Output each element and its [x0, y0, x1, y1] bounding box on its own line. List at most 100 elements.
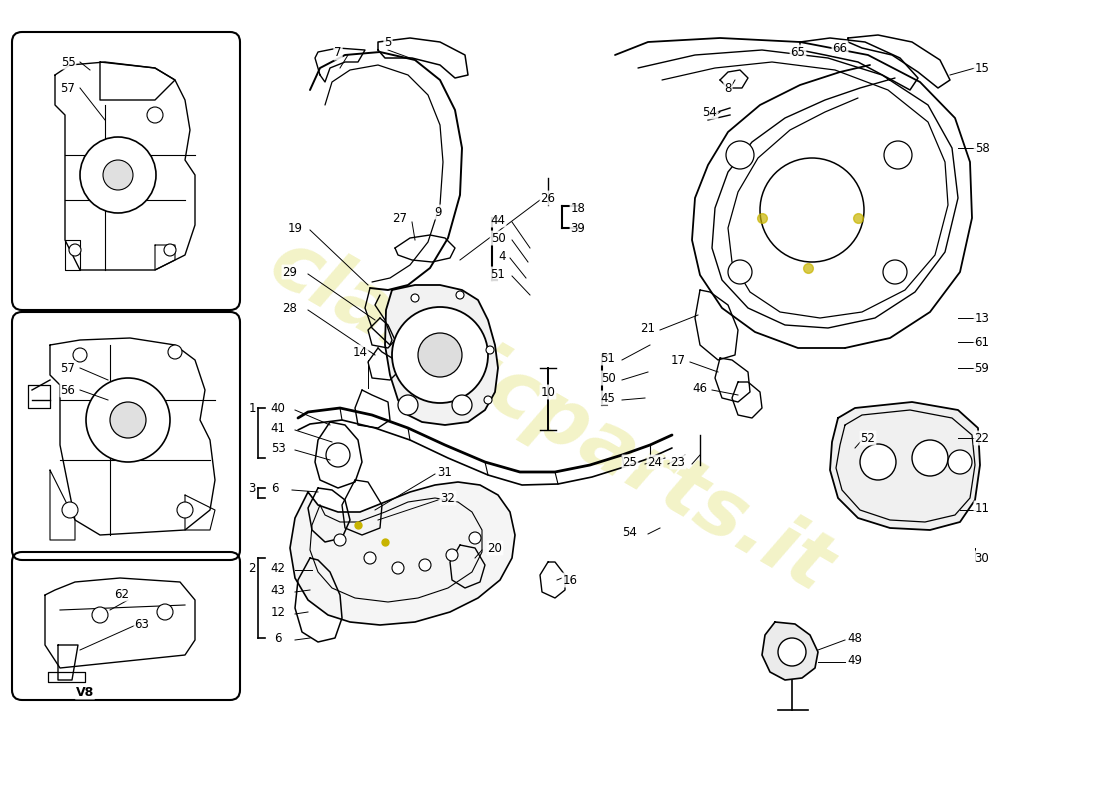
Text: 23: 23: [671, 455, 685, 469]
Circle shape: [726, 141, 754, 169]
Text: 26: 26: [540, 191, 556, 205]
Polygon shape: [290, 482, 515, 625]
Text: 62: 62: [114, 587, 130, 601]
Polygon shape: [762, 622, 818, 680]
Text: 48: 48: [848, 631, 862, 645]
Circle shape: [452, 395, 472, 415]
Circle shape: [326, 443, 350, 467]
Text: 54: 54: [703, 106, 717, 118]
Text: 57: 57: [60, 362, 76, 374]
Text: 28: 28: [283, 302, 297, 314]
Text: 39: 39: [571, 222, 585, 234]
Text: 12: 12: [271, 606, 286, 618]
Circle shape: [364, 552, 376, 564]
Circle shape: [103, 160, 133, 190]
Text: 1: 1: [249, 402, 255, 414]
Circle shape: [62, 502, 78, 518]
Circle shape: [778, 638, 806, 666]
Text: 51: 51: [601, 351, 615, 365]
Text: 22: 22: [975, 431, 990, 445]
Text: 8: 8: [724, 82, 732, 94]
Polygon shape: [830, 402, 980, 530]
Text: 61: 61: [975, 335, 990, 349]
Text: 18: 18: [571, 202, 585, 214]
Circle shape: [486, 346, 494, 354]
Text: 21: 21: [640, 322, 656, 334]
Circle shape: [418, 333, 462, 377]
Text: 2: 2: [249, 562, 255, 574]
Circle shape: [164, 244, 176, 256]
Circle shape: [411, 294, 419, 302]
Circle shape: [484, 396, 492, 404]
Text: 27: 27: [393, 211, 407, 225]
Text: 14: 14: [352, 346, 367, 358]
Circle shape: [419, 559, 431, 571]
Circle shape: [860, 444, 896, 480]
Text: 31: 31: [438, 466, 452, 478]
Circle shape: [86, 378, 170, 462]
Text: 49: 49: [847, 654, 862, 666]
Text: 9: 9: [434, 206, 442, 218]
Text: classicparts.it: classicparts.it: [255, 223, 845, 609]
Text: 54: 54: [623, 526, 637, 538]
Text: 45: 45: [601, 391, 615, 405]
Circle shape: [392, 562, 404, 574]
Text: 17: 17: [671, 354, 685, 366]
Text: 15: 15: [975, 62, 989, 74]
Text: 57: 57: [60, 82, 76, 94]
Circle shape: [948, 450, 972, 474]
Text: 40: 40: [271, 402, 285, 414]
Circle shape: [912, 440, 948, 476]
Text: 46: 46: [693, 382, 707, 394]
Circle shape: [92, 607, 108, 623]
Text: 4: 4: [498, 250, 506, 262]
Text: 5: 5: [384, 35, 392, 49]
Text: 44: 44: [491, 214, 506, 226]
Text: 50: 50: [601, 371, 615, 385]
Text: 19: 19: [287, 222, 303, 234]
Circle shape: [168, 345, 182, 359]
Text: 56: 56: [60, 383, 76, 397]
Circle shape: [884, 141, 912, 169]
Text: 6: 6: [274, 631, 282, 645]
Circle shape: [456, 291, 464, 299]
Text: 59: 59: [975, 362, 989, 374]
Circle shape: [728, 260, 752, 284]
Text: 11: 11: [975, 502, 990, 514]
Text: 63: 63: [134, 618, 150, 630]
Text: 13: 13: [975, 311, 989, 325]
Circle shape: [147, 107, 163, 123]
Text: 52: 52: [860, 431, 876, 445]
Text: 3: 3: [249, 482, 255, 494]
Text: 16: 16: [562, 574, 578, 586]
Circle shape: [469, 532, 481, 544]
Circle shape: [73, 348, 87, 362]
Circle shape: [80, 137, 156, 213]
Circle shape: [398, 395, 418, 415]
Circle shape: [392, 307, 488, 403]
Circle shape: [177, 502, 192, 518]
Text: 29: 29: [283, 266, 297, 278]
Text: 30: 30: [975, 551, 989, 565]
Text: 51: 51: [491, 267, 505, 281]
Text: 55: 55: [60, 55, 76, 69]
Text: 43: 43: [271, 583, 285, 597]
Text: 20: 20: [487, 542, 503, 554]
Text: 53: 53: [271, 442, 285, 454]
Text: 32: 32: [441, 491, 455, 505]
Text: V8: V8: [76, 686, 95, 698]
Text: 65: 65: [791, 46, 805, 58]
Text: 58: 58: [975, 142, 989, 154]
Circle shape: [334, 534, 346, 546]
Text: 7: 7: [334, 46, 342, 59]
Text: 24: 24: [648, 455, 662, 469]
Circle shape: [110, 402, 146, 438]
Text: 41: 41: [271, 422, 286, 434]
Circle shape: [446, 549, 458, 561]
Circle shape: [69, 244, 81, 256]
Text: 50: 50: [491, 231, 505, 245]
Circle shape: [760, 158, 864, 262]
Polygon shape: [385, 285, 498, 425]
Text: 10: 10: [540, 386, 556, 398]
Text: 42: 42: [271, 562, 286, 574]
